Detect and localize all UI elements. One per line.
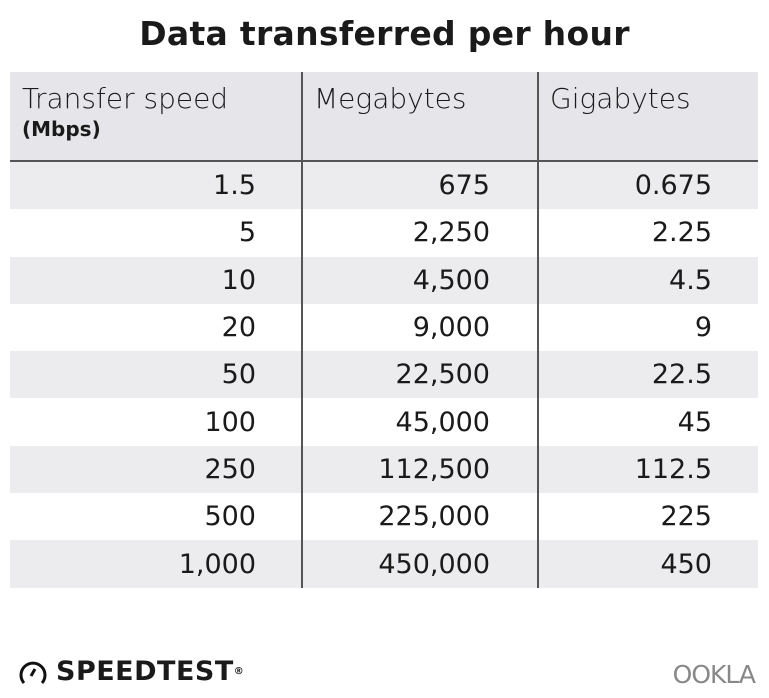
speedtest-wordmark: SPEEDTEST — [56, 656, 234, 687]
table-row: 50 22,500 22.5 — [10, 351, 758, 399]
cell-megabytes: 675 — [438, 170, 490, 202]
cell-megabytes: 9,000 — [412, 312, 490, 344]
header-megabytes: Megabytes — [314, 82, 467, 115]
cell-megabytes: 112,500 — [378, 453, 490, 485]
cell-gigabytes: 22.5 — [651, 359, 712, 391]
speedometer-icon — [19, 661, 47, 684]
cell-megabytes: 45,000 — [395, 406, 490, 438]
cell-gigabytes: 9 — [694, 312, 712, 344]
table-row: 10 4,500 4.5 — [10, 256, 758, 304]
table-row: 20 9,000 9 — [10, 304, 758, 351]
cell-gigabytes: 225 — [660, 501, 712, 533]
cell-gigabytes: 45 — [677, 406, 712, 438]
ookla-logo: OOKLA — [672, 660, 756, 689]
cell-gigabytes: 450 — [660, 548, 712, 580]
table-row: 500 225,000 225 — [10, 493, 758, 540]
table-row: 1,000 450,000 450 — [10, 540, 758, 588]
cell-megabytes: 450,000 — [378, 548, 490, 580]
cell-gigabytes: 112.5 — [634, 453, 712, 485]
data-table: Transfer speed (Mbps) Megabytes Gigabytes… — [10, 72, 758, 588]
table-body: 1.5 675 0.675 5 2,250 2.25 10 4,500 4.5 20 9,000 9 5… — [10, 162, 758, 588]
table-row: 1.5 675 0.675 — [10, 162, 758, 210]
column-divider — [537, 72, 539, 588]
cell-gigabytes: 0.675 — [634, 170, 712, 202]
cell-megabytes: 225,000 — [378, 501, 490, 533]
table-header: Transfer speed (Mbps) Megabytes Gigabytes — [10, 72, 758, 162]
cell-speed: 50 — [221, 359, 256, 391]
cell-speed: 500 — [204, 501, 256, 533]
cell-speed: 250 — [204, 453, 256, 485]
header-transfer-speed: Transfer speed (Mbps) — [22, 82, 229, 141]
cell-speed: 1.5 — [213, 170, 256, 202]
speedtest-logo: SPEEDTEST ® — [18, 656, 244, 687]
cell-megabytes: 22,500 — [395, 359, 490, 391]
header-gigabytes: Gigabytes — [550, 82, 691, 115]
table-row: 100 45,000 45 — [10, 398, 758, 445]
table-row: 250 112,500 112.5 — [10, 445, 758, 494]
cell-speed: 5 — [238, 217, 256, 249]
registered-mark: ® — [233, 666, 245, 677]
cell-speed: 1,000 — [178, 548, 256, 580]
cell-speed: 20 — [221, 312, 256, 344]
column-divider — [301, 72, 303, 588]
cell-gigabytes: 4.5 — [669, 264, 712, 296]
cell-megabytes: 4,500 — [412, 264, 490, 296]
cell-megabytes: 2,250 — [412, 217, 490, 249]
cell-speed: 100 — [204, 406, 256, 438]
cell-gigabytes: 2.25 — [651, 217, 712, 249]
chart-title: Data transferred per hour — [139, 14, 630, 53]
cell-speed: 10 — [221, 264, 256, 296]
table-row: 5 2,250 2.25 — [10, 209, 758, 256]
